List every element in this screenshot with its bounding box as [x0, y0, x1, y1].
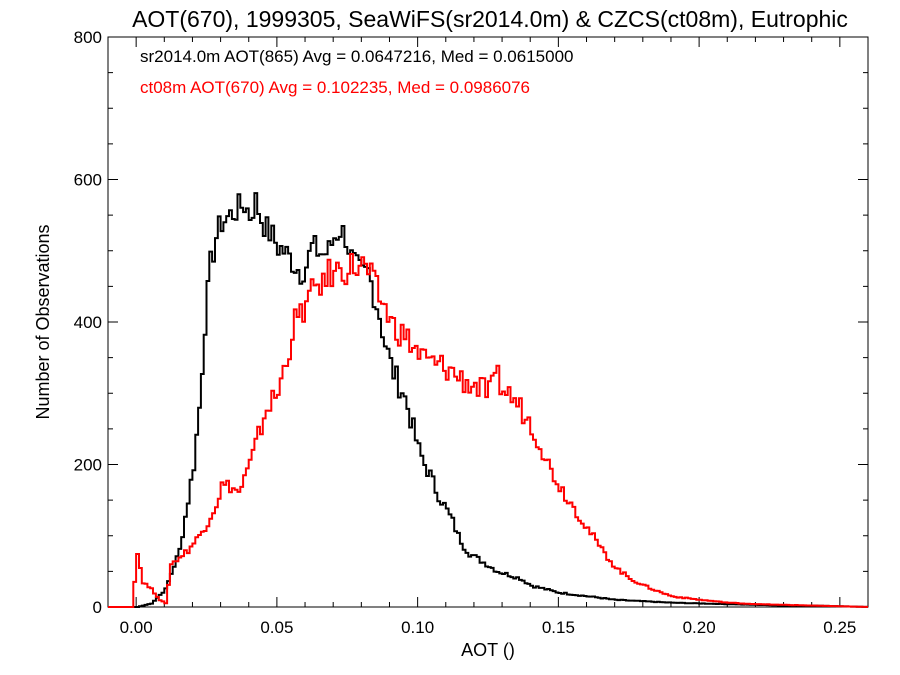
y-tick-label: 200	[74, 456, 102, 475]
y-tick-label: 400	[74, 313, 102, 332]
x-tick-label: 0.20	[683, 618, 716, 637]
y-tick-label: 600	[74, 171, 102, 190]
y-tick-label: 800	[74, 28, 102, 47]
y-axis-ticks: 0 200 400 600 800	[74, 28, 868, 617]
annotation-sr2014-stats: sr2014.0m AOT(865) Avg = 0.0647216, Med …	[140, 47, 574, 66]
x-tick-label: 0.10	[401, 618, 434, 637]
series-line-ct08m	[108, 253, 868, 608]
x-tick-label: 0.05	[260, 618, 293, 637]
x-tick-label: 0.15	[542, 618, 575, 637]
series-group	[108, 192, 868, 608]
x-tick-label: 0.00	[120, 618, 153, 637]
series-line-sr2014	[108, 192, 868, 608]
plot-frame	[107, 36, 869, 608]
x-axis-label: AOT ()	[461, 640, 515, 660]
x-tick-label: 0.25	[823, 618, 856, 637]
y-tick-label: 0	[93, 598, 102, 617]
x-axis-ticks: 0.00 0.05 0.10 0.15 0.20 0.25	[107, 37, 869, 637]
y-axis-label: Number of Observations	[33, 224, 53, 419]
annotation-ct08m-stats: ct08m AOT(670) Avg = 0.102235, Med = 0.0…	[140, 78, 530, 97]
chart-title: AOT(670), 1999305, SeaWiFS(sr2014.0m) & …	[132, 6, 848, 32]
